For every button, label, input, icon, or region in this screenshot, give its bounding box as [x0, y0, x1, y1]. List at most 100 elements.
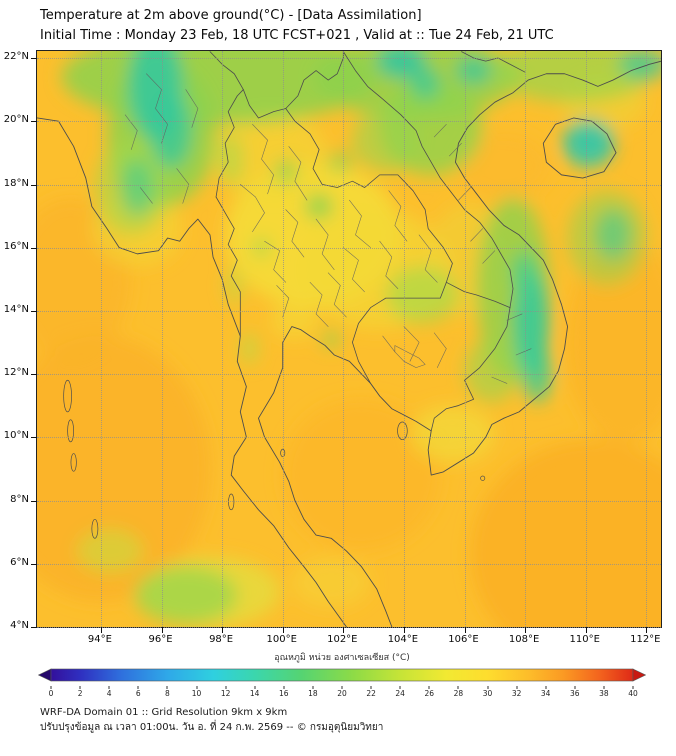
lon-tick-label: 96°E	[148, 634, 173, 645]
lon-tick-label: 102°E	[327, 634, 358, 645]
lon-tick	[100, 627, 102, 633]
colorbar-block: อุณหภูมิ หน่วย องศาเซลเซียส (°C) 0 2 4 6 8 10…	[37, 650, 647, 699]
colorbar-tick-mark	[137, 686, 139, 689]
lat-tick-label: 20°N	[3, 114, 29, 126]
colorbar-tick-mark	[283, 686, 285, 689]
colorbar-tick-label: 40	[628, 689, 638, 698]
lon-tick-label: 94°E	[87, 634, 112, 645]
colorbar-tick-mark	[254, 686, 256, 689]
colorbar-tick-label: 4	[106, 689, 112, 698]
page-title: Temperature at 2m above ground(°C) - [Da…	[40, 8, 422, 23]
colorbar-tick-mark	[312, 686, 314, 689]
colorbar-tick-label: 16	[279, 689, 289, 698]
colorbar-tick-mark	[50, 686, 52, 689]
lon-tick-label: 106°E	[448, 634, 479, 645]
colorbar-tick-mark	[574, 686, 576, 689]
colorbar-tick-mark	[487, 686, 488, 689]
colorbar-tick-label: 30	[482, 689, 493, 698]
footer-update-info: ปรับปรุงข้อมูล ณ เวลา 01:00น. วัน อ. ที่…	[40, 722, 384, 733]
lat-tick-label: 22°N	[3, 51, 29, 63]
colorbar-tick-label: 10	[191, 689, 202, 698]
lon-tick-label: 100°E	[266, 634, 297, 645]
colorbar-tick-label: 20	[337, 689, 347, 698]
lat-tick	[31, 247, 37, 249]
colorbar-body	[50, 668, 634, 682]
colorbar-tick-mark	[108, 686, 110, 689]
lat-tick	[31, 563, 37, 565]
colorbar-tick-label: 18	[308, 689, 318, 698]
colorbar-tick-mark	[428, 686, 430, 689]
lon-tick	[646, 627, 648, 633]
lon-tick-label: 110°E	[569, 634, 600, 645]
province-borders	[125, 74, 531, 384]
lat-tick-label: 6°N	[10, 556, 29, 568]
islands	[64, 380, 485, 538]
colorbar	[37, 668, 647, 682]
lat-axis: 22°N 20°N 18°N 16°N 14°N 12°N 10°N 8°N 6°N 4°N	[0, 50, 29, 631]
colorbar-tick-label: 22	[366, 689, 376, 698]
colorbar-tick-mark	[632, 686, 634, 689]
colorbar-tick-mark	[341, 686, 343, 689]
colorbar-tick-mark	[225, 686, 227, 689]
lon-tick-label: 108°E	[508, 634, 540, 645]
footer-domain-info: WRF-DA Domain 01 :: Grid Resolution 9km …	[40, 707, 288, 718]
lon-tick	[343, 627, 345, 633]
footer: WRF-DA Domain 01 :: Grid Resolution 9km …	[40, 705, 676, 735]
colorbar-label: อุณหภูมิ หน่วย องศาเซลเซียส (°C)	[274, 653, 410, 663]
colorbar-tick-label: 28	[453, 689, 464, 698]
colorbar-tick-label: 26	[424, 689, 435, 698]
lat-tick	[31, 58, 37, 60]
colorbar-tick-mark	[79, 686, 81, 689]
colorbar-tick-label: 12	[220, 689, 231, 698]
colorbar-tick-label: 24	[395, 689, 405, 698]
colorbar-ticks: 0 2 4 6 8 10 12 14 16 18 20 22 24 26 28 30 32 34 36 38 40	[48, 686, 638, 699]
country-borders	[37, 52, 661, 627]
colorbar-tick-label: 38	[599, 689, 609, 698]
lon-axis: 94°E 96°E 98°E 100°E 102°E 104°E 106°E 108°E 110…	[36, 628, 661, 646]
lon-tick	[525, 627, 527, 633]
colorbar-tick-label: 32	[511, 689, 522, 698]
colorbar-tick-mark	[399, 686, 401, 689]
lat-tick	[31, 310, 37, 312]
lat-tick-label: 18°N	[3, 177, 29, 189]
colorbar-tick-mark	[516, 686, 518, 689]
temperature-field	[37, 51, 661, 627]
colorbar-tick-mark	[196, 686, 197, 689]
map: 22°N 20°N 18°N 16°N 14°N 12°N 10°N 8°N 6°N 4°N	[4, 50, 662, 646]
lat-tick	[31, 626, 37, 628]
colorbar-tick-mark	[370, 686, 372, 689]
lon-tick-label: 104°E	[387, 634, 419, 645]
colorbar-tick-label: 14	[249, 689, 260, 698]
colorbar-tick-mark	[603, 686, 605, 689]
lon-tick	[585, 627, 587, 633]
lat-tick	[31, 184, 37, 186]
lat-tick-label: 10°N	[3, 430, 29, 442]
colorbar-tick-mark	[545, 686, 547, 689]
page-subtitle: Initial Time : Monday 23 Feb, 18 UTC FCS…	[40, 28, 554, 43]
lon-tick-label: 98°E	[209, 634, 234, 645]
lat-tick-label: 12°N	[3, 367, 29, 379]
colorbar-tick-mark	[166, 686, 168, 689]
lon-tick	[282, 627, 284, 633]
lat-tick-label: 16°N	[3, 240, 29, 252]
colorbar-left-arrow	[37, 668, 52, 682]
colorbar-tick-label: 2	[77, 689, 83, 698]
header: Temperature at 2m above ground(°C) - [Da…	[40, 6, 676, 46]
colorbar-tick-label: 36	[570, 689, 580, 698]
lon-tick-label: 112°E	[630, 634, 661, 645]
temperature-blobs	[37, 51, 661, 627]
lon-tick	[464, 627, 466, 633]
colorbar-tick-label: 8	[165, 689, 170, 698]
lat-tick-label: 8°N	[10, 493, 29, 505]
colorbar-tick-label: 0	[48, 689, 54, 698]
lat-tick-label: 4°N	[10, 619, 29, 631]
colorbar-tick-label: 6	[135, 689, 141, 698]
lat-tick	[31, 437, 37, 439]
lon-tick	[222, 627, 224, 633]
lat-tick	[31, 500, 37, 502]
lat-tick	[31, 121, 37, 123]
colorbar-right-arrow	[632, 668, 647, 682]
lat-tick-label: 14°N	[3, 303, 29, 315]
map-frame	[31, 50, 662, 633]
